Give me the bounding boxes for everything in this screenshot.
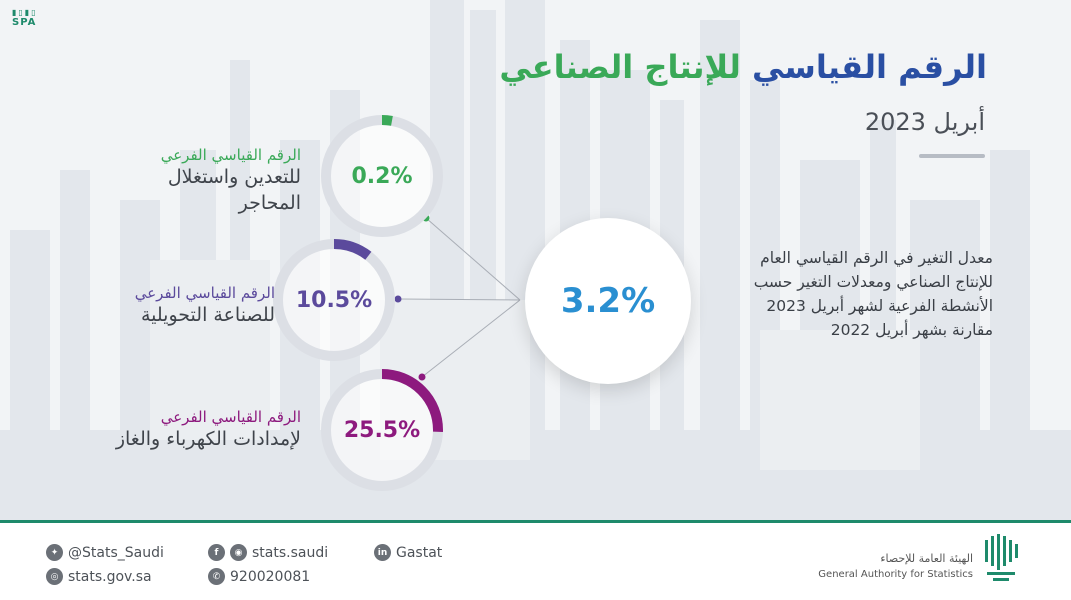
main-value: 3.2% <box>560 281 656 321</box>
footer: ✦ @Stats_Saudi ◎ stats.gov.sa f ◉ stats.… <box>0 520 1071 600</box>
org-name-english: General Authority for Statistics <box>818 569 973 580</box>
label-manufacturing: الرقم القياسي الفرعي للصناعة التحويلية <box>135 284 275 328</box>
website-link[interactable]: ◎ stats.gov.sa <box>46 568 152 585</box>
website-url: stats.gov.sa <box>68 568 152 585</box>
ring-electricity: 25.5% <box>318 366 446 494</box>
subtitle-underline <box>919 154 985 158</box>
spa-logo: ▮▯▮▯ SPA <box>12 8 38 28</box>
page-title: الرقم القياسي للإنتاج الصناعي <box>499 48 987 86</box>
label-electricity: الرقم القياسي الفرعي لإمدادات الكهرباء و… <box>116 408 301 452</box>
value-electricity: 25.5% <box>343 417 421 443</box>
phone-icon: ✆ <box>208 568 225 585</box>
phone-number: 920020081 <box>230 568 311 585</box>
label-manufacturing-line1: الرقم القياسي الفرعي <box>134 284 275 302</box>
linkedin-link[interactable]: in Gastat <box>374 544 442 561</box>
connector-dot-manufacturing <box>394 295 402 303</box>
twitter-handle: @Stats_Saudi <box>68 544 164 561</box>
facebook-icon: f <box>208 544 225 561</box>
instagram-icon: ◉ <box>230 544 247 561</box>
value-manufacturing: 10.5% <box>295 287 373 313</box>
value-mining: 0.2% <box>351 163 413 189</box>
page-subtitle: أبريل 2023 <box>864 108 985 136</box>
linkedin-icon: in <box>374 544 391 561</box>
social-link[interactable]: f ◉ stats.saudi <box>208 544 328 561</box>
label-mining-line1: الرقم القياسي الفرعي <box>160 146 301 164</box>
title-part-2: للإنتاج الصناعي <box>499 48 741 86</box>
linkedin-handle: Gastat <box>396 544 443 561</box>
footer-accent-bar <box>0 520 1071 523</box>
ring-progress-manufacturing <box>273 239 395 361</box>
twitter-icon: ✦ <box>46 544 63 561</box>
connector-dot-electricity <box>418 373 426 381</box>
ring-manufacturing: 10.5% <box>270 236 398 364</box>
title-part-1: الرقم القياسي <box>751 48 987 86</box>
phone-link[interactable]: ✆ 920020081 <box>208 568 310 585</box>
ring-progress-electricity <box>321 369 443 491</box>
description-text: معدل التغير في الرقم القياسي العام للإنت… <box>753 249 993 339</box>
label-mining: الرقم القياسي الفرعي للتعدين واستغلال ال… <box>161 146 301 216</box>
label-manufacturing-line2: للصناعة التحويلية <box>140 304 275 326</box>
social-handle: stats.saudi <box>252 544 329 561</box>
org-name-arabic: الهيئة العامة للإحصاء <box>880 552 973 565</box>
ring-progress-mining <box>321 115 443 237</box>
globe-icon: ◎ <box>46 568 63 585</box>
ring-mining: 0.2% <box>318 112 446 240</box>
label-mining-line2: للتعدين واستغلال <box>167 166 301 188</box>
label-electricity-line1: الرقم القياسي الفرعي <box>160 408 301 426</box>
gastat-logo <box>985 534 1018 581</box>
label-electricity-line2: لإمدادات الكهرباء والغاز <box>115 428 301 450</box>
twitter-link[interactable]: ✦ @Stats_Saudi <box>46 544 164 561</box>
label-mining-line3: المحاجر <box>238 192 301 214</box>
main-value-circle: 3.2% <box>525 218 691 384</box>
